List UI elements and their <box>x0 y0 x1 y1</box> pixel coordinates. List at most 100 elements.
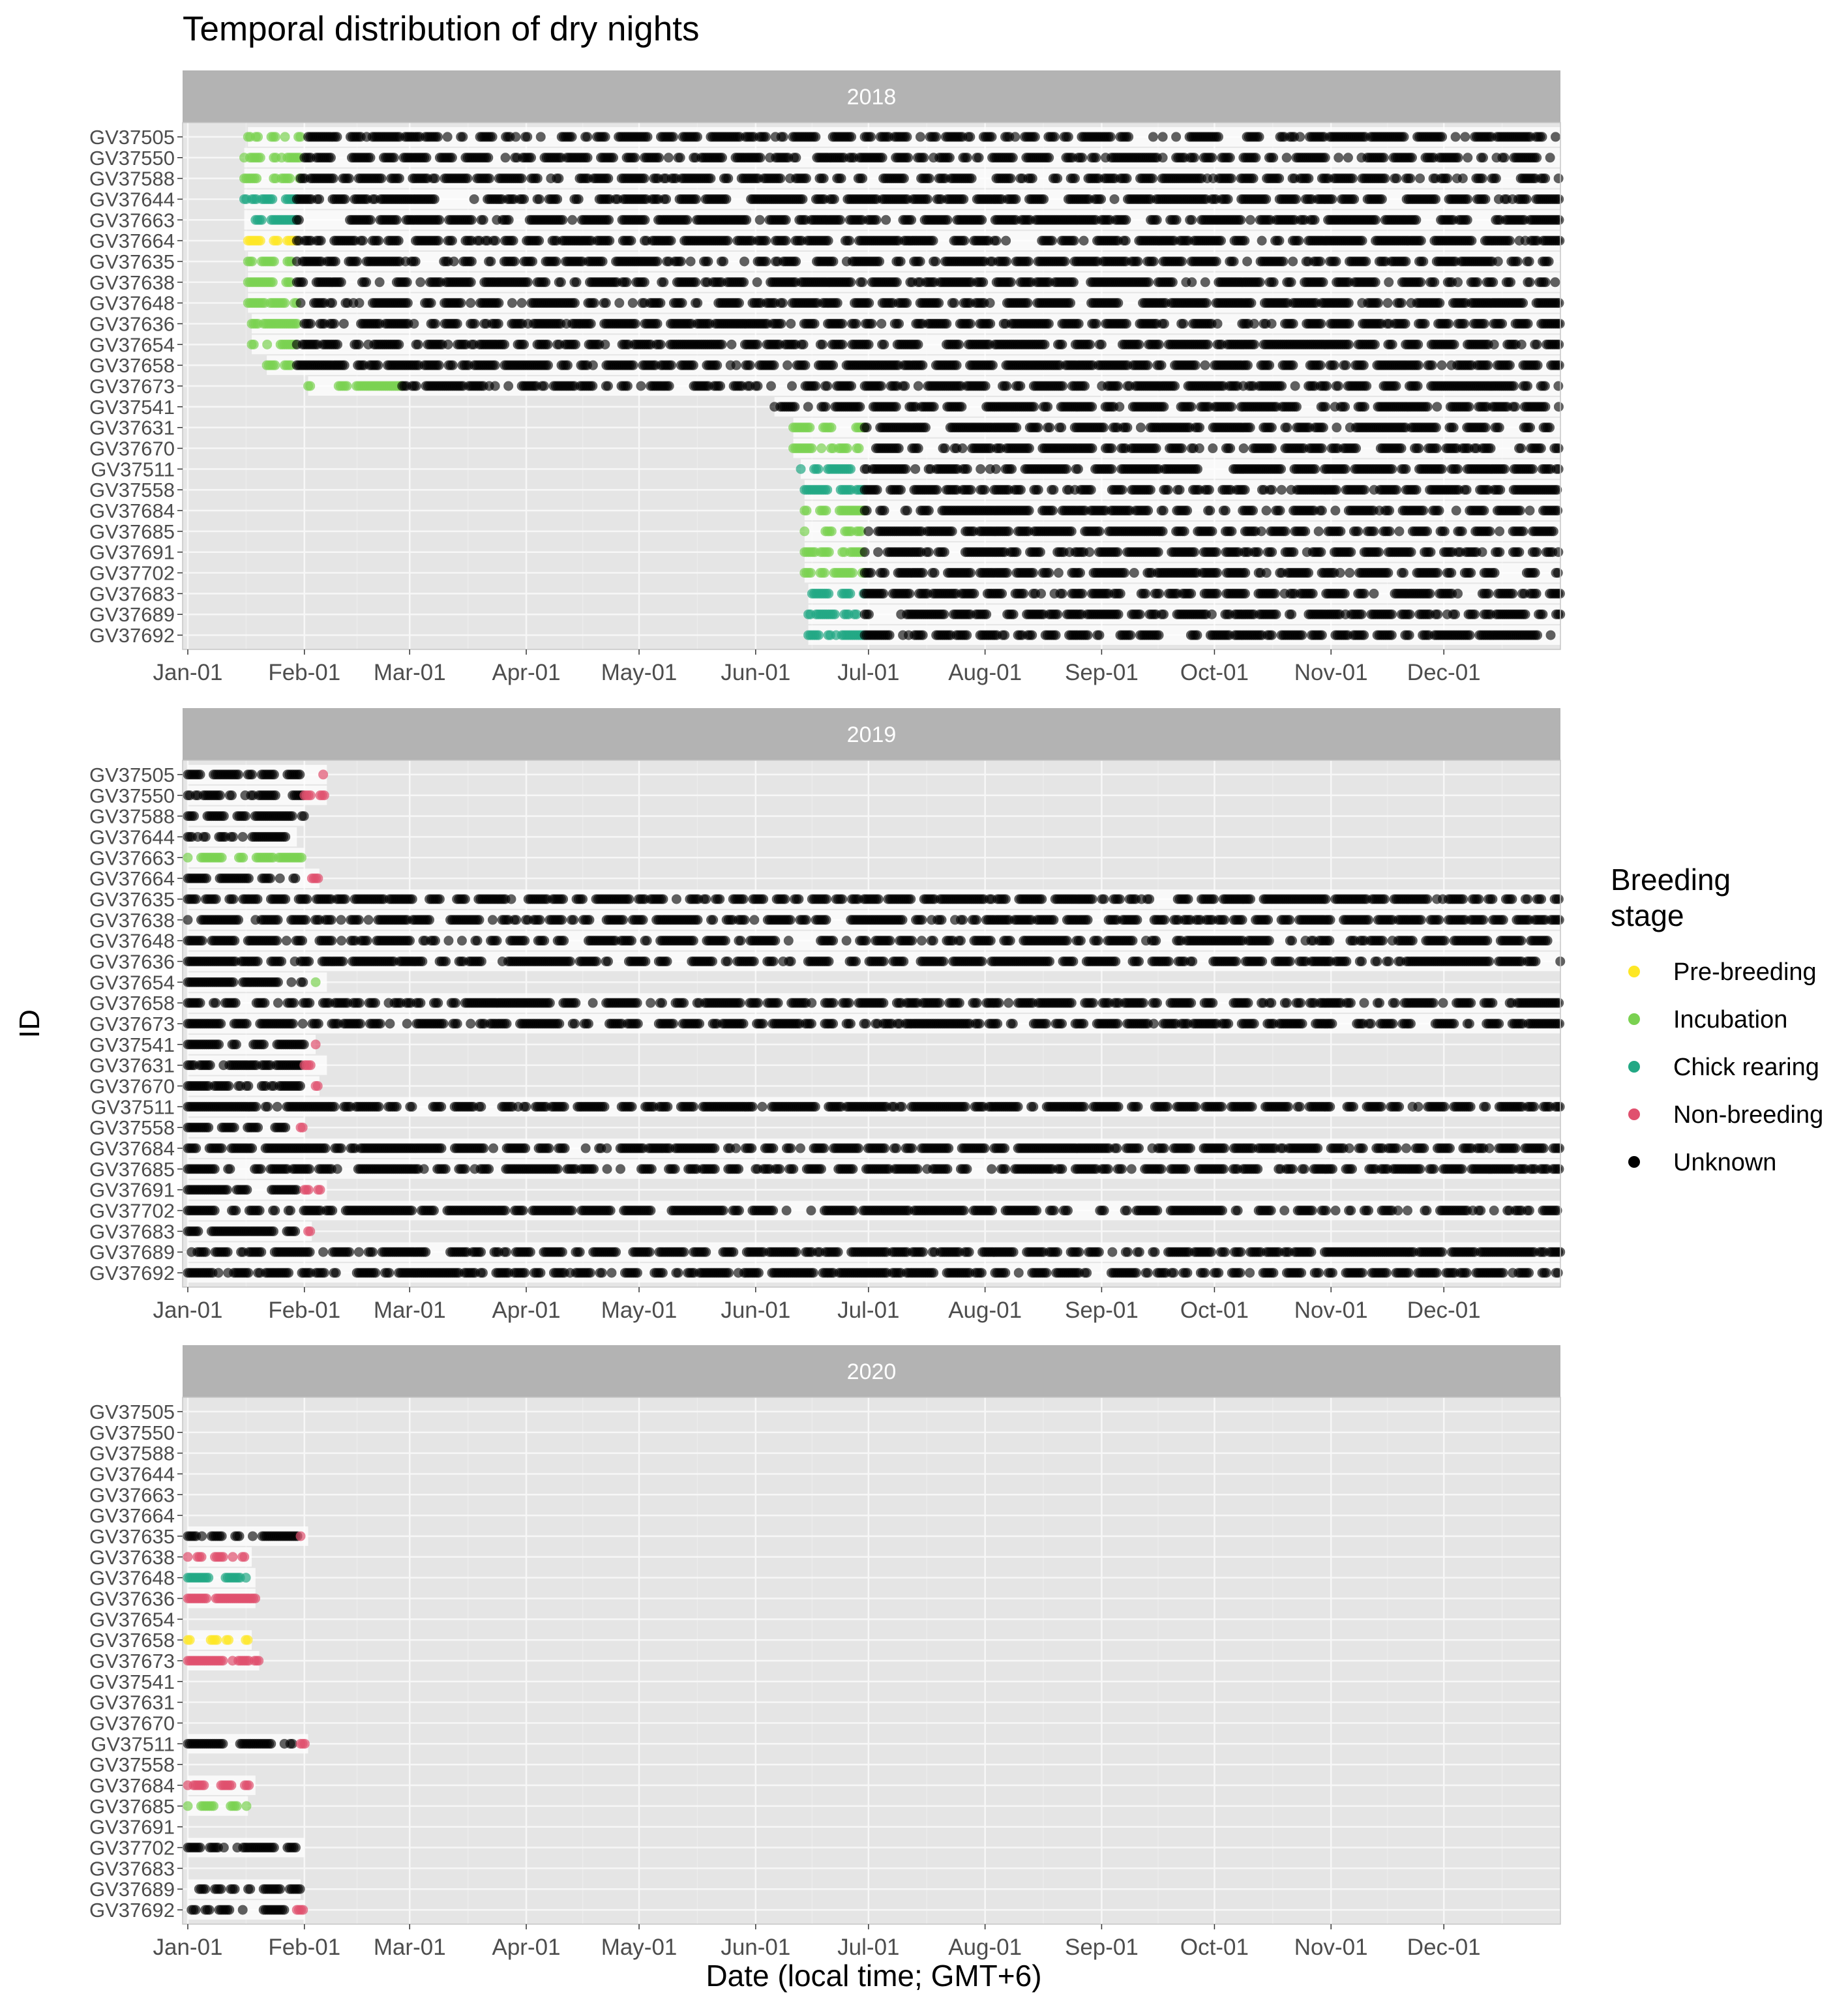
data-point <box>1044 319 1054 329</box>
data-point <box>1243 361 1253 370</box>
data-point <box>987 132 997 141</box>
data-point <box>1242 256 1252 266</box>
data-point <box>1310 215 1320 225</box>
data-point <box>377 173 387 183</box>
data-point <box>426 298 436 308</box>
data-point <box>900 381 910 391</box>
data-point <box>1070 173 1080 183</box>
data-point <box>1133 256 1143 266</box>
data-point <box>1178 319 1188 329</box>
data-point <box>874 256 884 266</box>
track-GV37505 <box>243 132 1560 141</box>
data-point <box>1522 194 1532 204</box>
data-point <box>1225 153 1235 162</box>
data-point <box>1344 340 1354 349</box>
data-point <box>1361 256 1371 266</box>
data-point <box>1505 361 1515 370</box>
data-point <box>252 173 261 183</box>
data-point <box>1050 132 1060 141</box>
data-point <box>689 361 698 370</box>
data-point <box>1411 215 1421 225</box>
data-point <box>691 277 700 287</box>
data-point <box>985 319 995 329</box>
data-point <box>1077 153 1087 162</box>
data-point <box>1392 173 1401 183</box>
data-point <box>1295 132 1305 141</box>
data-point <box>1555 236 1564 246</box>
data-point <box>1122 173 1132 183</box>
data-point <box>1249 173 1259 183</box>
data-point <box>1001 236 1011 246</box>
data-point <box>448 361 458 370</box>
data-point <box>857 173 867 183</box>
data-point <box>837 319 847 329</box>
data-point <box>833 298 842 308</box>
data-point <box>761 256 771 266</box>
data-point <box>1358 236 1367 246</box>
data-point <box>1538 132 1547 141</box>
data-point <box>668 132 678 141</box>
data-point <box>402 277 412 287</box>
data-point <box>1517 340 1527 349</box>
data-point <box>533 173 543 183</box>
data-point <box>1288 256 1298 266</box>
data-point <box>1249 340 1259 349</box>
data-point <box>1463 153 1472 162</box>
data-point <box>1028 173 1037 183</box>
data-point <box>271 132 280 141</box>
data-point <box>864 340 874 349</box>
data-point <box>567 215 577 225</box>
data-point <box>721 194 731 204</box>
data-point <box>1316 319 1326 329</box>
data-point <box>1223 194 1233 204</box>
data-point <box>467 215 477 225</box>
data-point <box>726 340 736 349</box>
data-point <box>1240 236 1249 246</box>
data-point <box>1399 132 1409 141</box>
data-point <box>923 194 932 204</box>
data-point <box>666 236 676 246</box>
data-point <box>1057 340 1067 349</box>
data-point <box>336 277 346 287</box>
data-point <box>1550 277 1560 287</box>
data-point <box>340 194 350 204</box>
data-point <box>1121 236 1131 246</box>
data-point <box>643 132 653 141</box>
data-point <box>1278 256 1288 266</box>
data-point <box>280 132 290 141</box>
data-point <box>389 153 399 162</box>
data-point <box>1269 277 1279 287</box>
data-point <box>314 194 324 204</box>
data-point <box>1316 361 1326 370</box>
data-point <box>411 256 421 266</box>
data-point <box>1478 153 1488 162</box>
data-point <box>1330 361 1339 370</box>
data-point <box>879 340 889 349</box>
data-point <box>1122 319 1131 329</box>
data-point <box>329 173 338 183</box>
data-point <box>554 173 563 183</box>
data-point <box>413 340 423 349</box>
data-point <box>361 277 371 287</box>
data-point <box>1203 340 1213 349</box>
data-point <box>249 340 259 349</box>
data-point <box>1294 236 1304 246</box>
data-point <box>917 361 927 370</box>
data-point <box>1200 277 1210 287</box>
data-point <box>490 236 500 246</box>
data-point <box>1202 298 1212 308</box>
data-point <box>535 194 544 204</box>
data-point <box>962 153 972 162</box>
data-point <box>1480 319 1489 329</box>
data-point <box>978 277 988 287</box>
data-point <box>601 132 610 141</box>
data-point <box>903 153 913 162</box>
data-point <box>1069 277 1079 287</box>
track-GV37663 <box>250 215 1564 225</box>
data-point <box>1255 277 1265 287</box>
data-point <box>1257 236 1267 246</box>
data-point <box>467 256 477 266</box>
data-point <box>1064 132 1073 141</box>
data-point <box>1236 215 1245 225</box>
